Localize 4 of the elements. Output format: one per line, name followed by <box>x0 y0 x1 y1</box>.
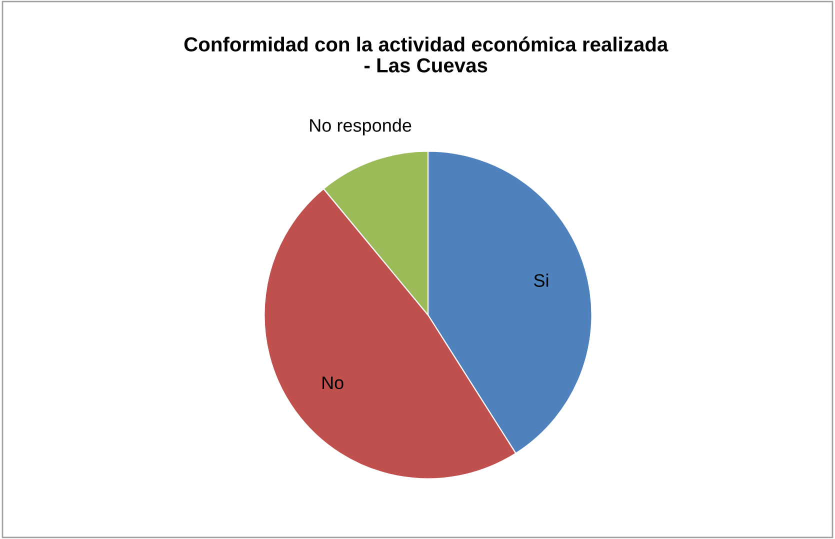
slice-label: No responde <box>310 118 412 136</box>
slice-label: Si <box>534 274 548 287</box>
chart-title: Conformidad con la actividad económica realizada - Las Cuevas <box>184 36 668 72</box>
slice-label: No <box>322 376 344 390</box>
